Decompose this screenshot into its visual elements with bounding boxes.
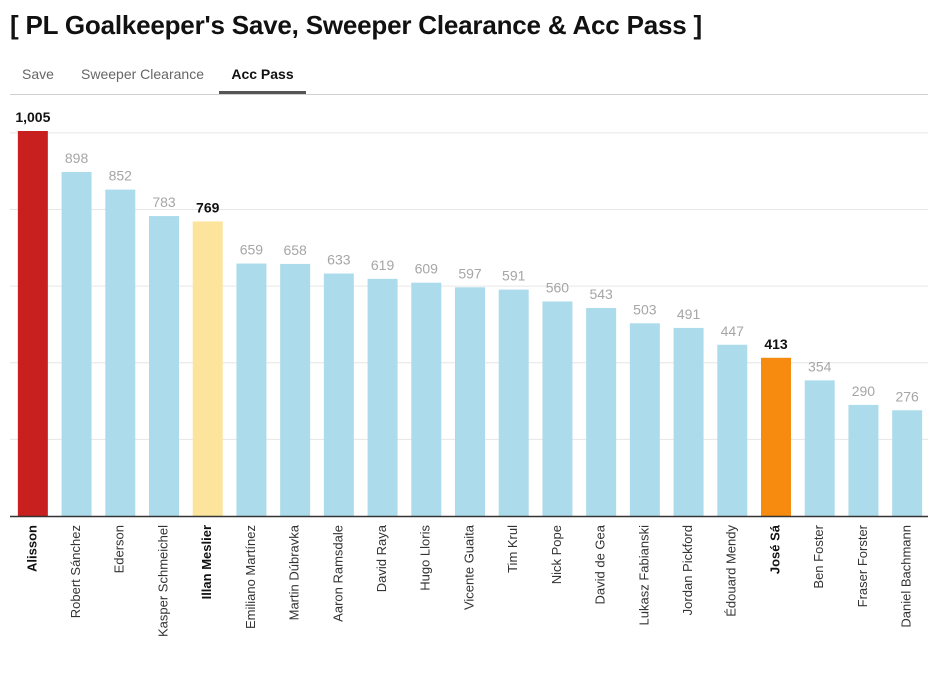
category-label: Nick Pope xyxy=(549,525,564,584)
tab-sweeper-clearance[interactable]: Sweeper Clearance xyxy=(81,66,204,82)
bar-value-label: 447 xyxy=(721,323,745,339)
bar[interactable] xyxy=(61,171,92,516)
bar-value-label: 619 xyxy=(371,257,395,273)
tab-save[interactable]: Save xyxy=(22,66,54,82)
category-label: Tim Krul xyxy=(505,525,520,573)
category-label: David Raya xyxy=(374,524,389,592)
bar-value-label: 491 xyxy=(677,306,701,322)
category-label: Vicente Guaita xyxy=(461,524,476,610)
bar[interactable] xyxy=(411,282,442,516)
bar-value-label: 290 xyxy=(852,383,876,399)
category-label: Édouard Mendy xyxy=(724,525,739,617)
category-label: Fraser Forster xyxy=(855,524,870,607)
bar-value-label: 543 xyxy=(589,286,613,302)
category-label: Hugo Lloris xyxy=(418,525,433,591)
category-label: Martin Dúbravka xyxy=(287,524,302,620)
bar[interactable] xyxy=(629,323,660,516)
category-label: Illan Meslier xyxy=(199,525,214,599)
category-label: José Sá xyxy=(767,524,782,574)
bar-value-label: 852 xyxy=(109,168,133,184)
bar[interactable] xyxy=(717,344,748,516)
category-label: Ben Foster xyxy=(811,524,826,588)
bar-value-label: 898 xyxy=(65,150,89,166)
category-label: Jordan Pickford xyxy=(680,525,695,615)
bar-value-label: 609 xyxy=(415,261,439,277)
bar[interactable] xyxy=(192,221,223,516)
bar[interactable] xyxy=(280,263,311,516)
category-label: Robert Sánchez xyxy=(68,525,83,618)
bar[interactable] xyxy=(455,287,485,516)
category-label: Aaron Ramsdale xyxy=(330,525,345,622)
bar-value-label: 769 xyxy=(196,199,220,215)
bar[interactable] xyxy=(498,289,529,516)
bar-chart: 1,005 Alisson 898 Robert Sánchez 852 Ederson 7… xyxy=(10,109,928,637)
bar-value-label: 503 xyxy=(633,301,657,317)
tab-acc-pass[interactable]: Acc Pass xyxy=(219,58,306,94)
category-label: Daniel Bachmann xyxy=(899,525,914,628)
bar-value-label: 783 xyxy=(152,194,176,210)
bar-value-label: 560 xyxy=(546,279,570,295)
category-label: Ederson xyxy=(112,525,127,573)
bar-value-label: 276 xyxy=(895,388,919,404)
category-label: Alisson xyxy=(24,525,39,572)
bar[interactable] xyxy=(236,263,267,516)
bar[interactable] xyxy=(367,278,398,516)
category-label: David de Gea xyxy=(593,524,608,604)
category-label: Kasper Schmeichel xyxy=(155,525,170,637)
bar-value-label: 659 xyxy=(240,242,264,258)
bar[interactable] xyxy=(673,327,704,516)
tab-bar: Save Sweeper Clearance Acc Pass xyxy=(10,58,928,95)
bar[interactable] xyxy=(149,216,179,516)
bar-value-label: 597 xyxy=(458,265,482,281)
page-title: [ PL Goalkeeper's Save, Sweeper Clearanc… xyxy=(10,10,702,40)
bar-value-label: 658 xyxy=(283,242,307,258)
category-label: Lukasz Fabianski xyxy=(636,525,651,626)
bar[interactable] xyxy=(761,357,791,516)
bar[interactable] xyxy=(542,301,573,516)
bar-value-label: 633 xyxy=(327,252,351,268)
bar[interactable] xyxy=(105,189,136,516)
bar[interactable] xyxy=(17,131,48,516)
bar[interactable] xyxy=(892,410,923,516)
bar[interactable] xyxy=(848,404,879,516)
bar-value-label: 1,005 xyxy=(15,109,50,125)
bar[interactable] xyxy=(586,307,617,516)
bar[interactable] xyxy=(323,273,354,516)
bar-value-label: 354 xyxy=(808,358,832,374)
bar[interactable] xyxy=(804,380,835,516)
bar-value-label: 413 xyxy=(764,336,788,352)
bar-value-label: 591 xyxy=(502,268,526,284)
category-label: Emiliano Martínez xyxy=(243,525,258,629)
